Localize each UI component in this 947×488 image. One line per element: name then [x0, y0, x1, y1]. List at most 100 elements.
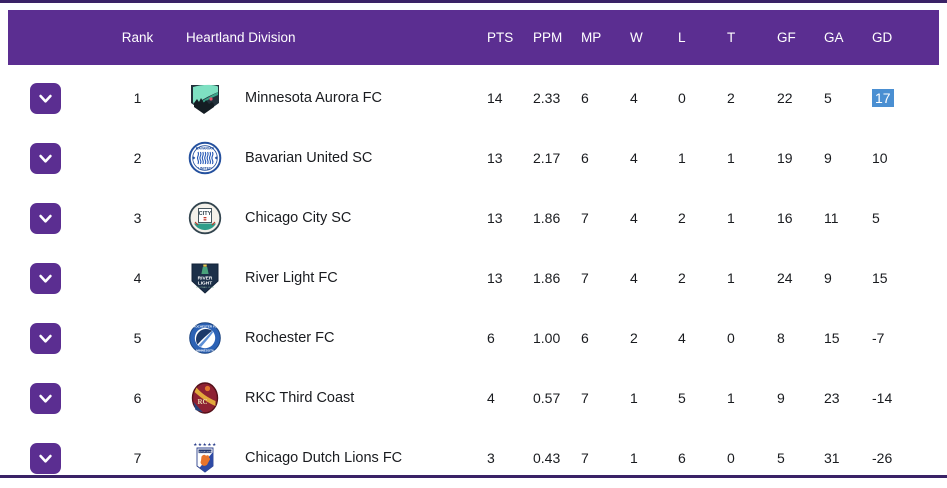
row-expand-button[interactable]: [30, 82, 61, 114]
stat-t-value: 1: [727, 150, 735, 166]
stat-gd-value: 5: [872, 210, 880, 226]
stat-gd: -14: [872, 390, 947, 406]
stat-gd-value: 10: [872, 150, 888, 166]
stat-l: 4: [678, 330, 727, 346]
stat-t: 1: [727, 210, 777, 226]
stat-w-value: 1: [630, 390, 638, 406]
row-expand-button[interactable]: [30, 382, 61, 414]
stat-gf-value: 24: [777, 270, 793, 286]
stat-l: 1: [678, 150, 727, 166]
rank-value: 2: [133, 150, 142, 166]
expander-cell: [0, 262, 110, 294]
column-header-pts: PTS: [487, 30, 514, 45]
table-row: 7 ★★★★★ DUTCH LIONS Chicago Dutch Lions …: [0, 428, 947, 488]
stat-pts-value: 6: [487, 330, 495, 346]
expander-cell: [0, 382, 110, 414]
stat-l-value: 5: [678, 390, 686, 406]
column-header-ppm: PPM: [533, 30, 563, 45]
stat-ga-value: 9: [824, 150, 832, 166]
team-name: Bavarian United SC: [245, 150, 373, 166]
stat-gf: 16: [777, 210, 824, 226]
stat-mp-value: 7: [581, 450, 589, 466]
stat-t: 1: [727, 390, 777, 406]
stat-l: 6: [678, 450, 727, 466]
stat-gf-value: 8: [777, 330, 785, 346]
table-bottom-border: [0, 475, 947, 478]
stat-gd-value: 15: [872, 270, 888, 286]
stat-w: 4: [630, 270, 678, 286]
row-expand-button[interactable]: [30, 202, 61, 234]
stat-w-value: 1: [630, 450, 638, 466]
stat-gf: 5: [777, 450, 824, 466]
row-expand-button[interactable]: [30, 322, 61, 354]
stat-ppm-value: 2.33: [533, 90, 561, 106]
team-logo-chicago-dutch-lions-fc: ★★★★★ DUTCH LIONS: [165, 441, 245, 475]
table-top-border: [0, 0, 947, 3]
stat-ga: 5: [824, 90, 872, 106]
team-name: Minnesota Aurora FC: [245, 90, 383, 106]
column-header-gd: GD: [872, 30, 893, 45]
stat-gd: 15: [872, 270, 947, 286]
chevron-down-icon: [39, 394, 52, 403]
rank-value: 3: [133, 210, 142, 226]
stat-l-value: 6: [678, 450, 686, 466]
svg-text:FOOTBALL CLUB: FOOTBALL CLUB: [196, 286, 214, 289]
stat-w-value: 4: [630, 90, 638, 106]
stat-l-value: 4: [678, 330, 686, 346]
column-header-l: L: [678, 30, 686, 45]
team-logo-chicago-city-sc: CITY: [165, 201, 245, 235]
stat-gd-value-selected: 17: [872, 89, 894, 107]
stat-pts: 6: [487, 330, 533, 346]
team-logo-rkc-third-coast: RC: [165, 381, 245, 415]
row-expand-button[interactable]: [30, 142, 61, 174]
column-header-division: Heartland Division: [186, 30, 296, 45]
stat-t: 1: [727, 150, 777, 166]
stat-t-value: 1: [727, 210, 735, 226]
chevron-down-icon: [39, 274, 52, 283]
row-expand-button[interactable]: [30, 262, 61, 294]
column-header-t: T: [727, 30, 736, 45]
stat-l-value: 0: [678, 90, 686, 106]
row-expand-button[interactable]: [30, 442, 61, 474]
team-name: RKC Third Coast: [245, 390, 355, 406]
stat-gd-value: -14: [872, 390, 893, 406]
stat-ppm-value: 2.17: [533, 150, 561, 166]
svg-text:RC: RC: [198, 398, 208, 406]
stat-mp-value: 6: [581, 90, 589, 106]
stat-mp-value: 7: [581, 390, 589, 406]
expander-cell: [0, 202, 110, 234]
stat-gf: 8: [777, 330, 824, 346]
stat-l-value: 1: [678, 150, 686, 166]
stat-mp: 6: [581, 330, 630, 346]
chevron-down-icon: [39, 154, 52, 163]
stat-t-value: 0: [727, 330, 735, 346]
stat-pts: 13: [487, 210, 533, 226]
stat-l: 5: [678, 390, 727, 406]
svg-text:BAVARIAN: BAVARIAN: [196, 147, 215, 151]
team-name: Rochester FC: [245, 330, 335, 346]
table-row: 3 CITY Chicago City SC 13 1.86 7 4 2 1 16 11 5: [0, 188, 947, 248]
chevron-down-icon: [39, 214, 52, 223]
expander-cell: [0, 322, 110, 354]
stat-pts-value: 14: [487, 90, 503, 106]
stat-gd: 10: [872, 150, 947, 166]
column-header-w: W: [630, 30, 643, 45]
stat-gf-value: 16: [777, 210, 793, 226]
stat-ppm: 0.57: [533, 390, 581, 406]
stat-mp-value: 7: [581, 270, 589, 286]
stat-ga: 31: [824, 450, 872, 466]
stat-mp: 7: [581, 270, 630, 286]
stat-ppm-value: 0.43: [533, 450, 561, 466]
standings-header: Rank Heartland Division PTS PPM MP W L T GF GA G…: [8, 10, 939, 65]
stat-ga-value: 31: [824, 450, 840, 466]
rank-value: 7: [133, 450, 142, 466]
stat-pts-value: 4: [487, 390, 495, 406]
stat-t: 2: [727, 90, 777, 106]
stat-pts: 13: [487, 150, 533, 166]
stat-ppm: 2.17: [533, 150, 581, 166]
stat-ga: 9: [824, 270, 872, 286]
team-name: River Light FC: [245, 270, 338, 286]
stat-w: 4: [630, 210, 678, 226]
stat-l: 2: [678, 270, 727, 286]
stat-pts: 3: [487, 450, 533, 466]
